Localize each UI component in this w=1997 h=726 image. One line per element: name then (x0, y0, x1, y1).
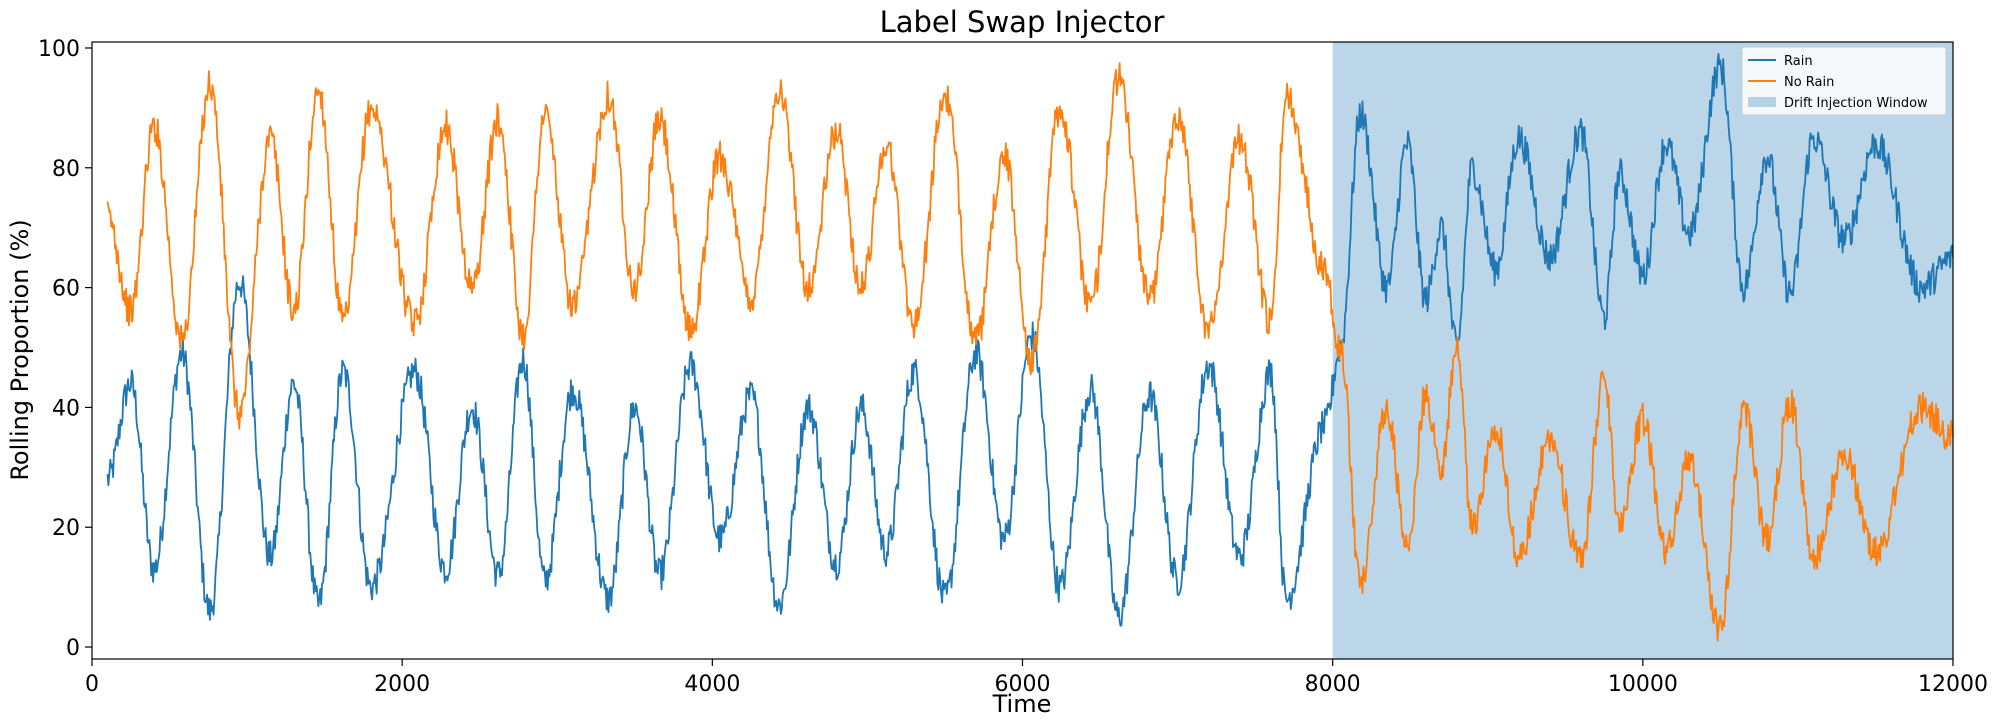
x-tick-label: 12000 (1918, 672, 1988, 697)
x-tick-label: 6000 (995, 672, 1051, 697)
x-tick-label: 0 (85, 672, 99, 697)
legend-label-no-rain: No Rain (1784, 75, 1834, 90)
y-tick-label: 0 (66, 636, 80, 661)
x-tick-label: 2000 (374, 672, 430, 697)
legend-label-drift-injection-window: Drift Injection Window (1784, 96, 1928, 111)
y-axis-label: Rolling Proportion (%) (6, 219, 34, 480)
y-tick-label: 80 (52, 157, 80, 182)
x-tick-label: 10000 (1608, 672, 1678, 697)
y-tick-label: 100 (38, 37, 80, 62)
series-line-rain (106, 53, 1953, 627)
x-tick-label: 4000 (684, 672, 740, 697)
y-tick-label: 60 (52, 277, 80, 302)
series-line-no-rain (106, 62, 1953, 642)
legend-swatch-drift-injection-window (1748, 97, 1776, 107)
drift-injection-window (1332, 42, 1953, 659)
legend-box (1741, 46, 1947, 116)
legend: Rain No Rain Drift Injection Window (1741, 46, 1947, 116)
y-tick-label: 20 (52, 516, 80, 541)
legend-label-rain: Rain (1784, 54, 1813, 69)
x-tick-label: 8000 (1305, 672, 1361, 697)
y-tick-label: 40 (52, 396, 80, 421)
x-axis-label: Time (992, 690, 1052, 718)
chart-title: Label Swap Injector (880, 5, 1165, 39)
